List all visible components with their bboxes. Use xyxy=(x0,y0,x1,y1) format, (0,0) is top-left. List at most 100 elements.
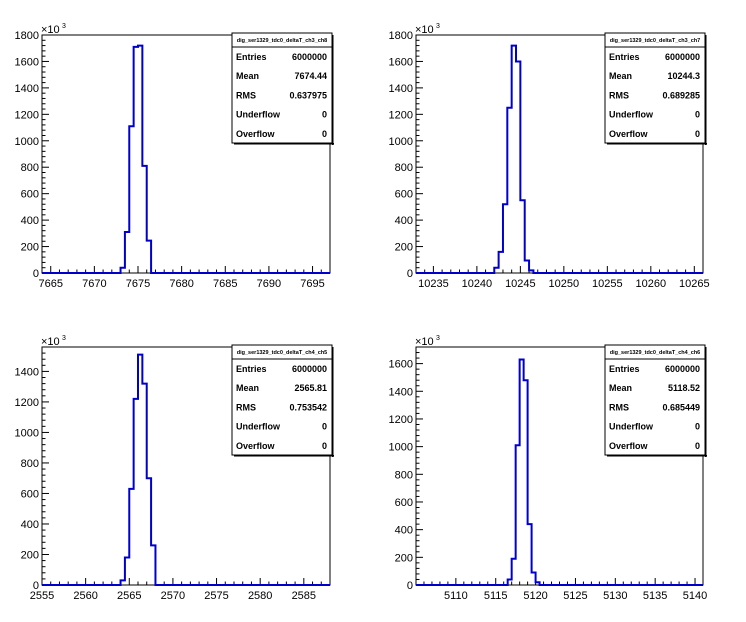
y-tick-label: 400 xyxy=(395,525,413,537)
y-tick-label: 200 xyxy=(395,242,413,254)
x-tick-label: 10260 xyxy=(636,278,667,290)
y-tick-label: 1000 xyxy=(389,136,413,148)
stats-label: RMS xyxy=(236,90,256,100)
x-tick-label: 10255 xyxy=(592,278,623,290)
x-tick-label: 5120 xyxy=(523,590,547,602)
y-tick-label: 800 xyxy=(21,458,39,470)
histogram-bin xyxy=(134,399,138,585)
histogram-bin xyxy=(512,46,516,273)
histogram-bin xyxy=(147,478,151,585)
y-tick-label: 1200 xyxy=(15,109,39,121)
histogram-bin xyxy=(125,232,129,273)
y-tick-label: 0 xyxy=(407,268,413,280)
stats-value: 0.637975 xyxy=(289,90,327,100)
histogram-panel-1: 7665 7670 7675 7680 7685 7690 7695 0 200 400 600 80… xyxy=(15,23,334,290)
histogram-bin xyxy=(528,524,532,585)
stats-box-shadow xyxy=(332,347,334,457)
histogram-bin xyxy=(508,579,512,585)
x-tick-label: 5110 xyxy=(444,590,468,602)
stats-value: 0 xyxy=(695,110,700,120)
x-tick-label: 10245 xyxy=(505,278,536,290)
x-tick-label: 7695 xyxy=(300,278,324,290)
histogram-bin xyxy=(494,268,498,273)
y-tick-label: 0 xyxy=(407,580,413,592)
x-tick-label: 2570 xyxy=(161,590,185,602)
stats-title: dig_ser1329_tdc0_deltaT_ch3_ch7 xyxy=(610,38,701,44)
histogram-bin xyxy=(125,558,129,585)
histogram-bin xyxy=(516,61,520,273)
stats-title: dig_ser1329_tdc0_deltaT_ch4_ch6 xyxy=(610,350,701,356)
stats-label: Underflow xyxy=(236,110,281,120)
histogram-bin xyxy=(524,380,528,585)
stats-label: Overflow xyxy=(609,441,649,451)
histogram-bin xyxy=(516,445,520,585)
stats-label: Overflow xyxy=(609,129,649,139)
histogram-bin xyxy=(525,260,529,273)
stats-value: 7674.44 xyxy=(294,71,327,81)
y-tick-label: 1200 xyxy=(389,414,413,426)
x-tick-label: 5125 xyxy=(563,590,587,602)
stats-box xyxy=(604,344,706,456)
histogram-bin xyxy=(499,252,503,273)
x-tick-label: 7670 xyxy=(82,278,106,290)
x-tick-label: 2580 xyxy=(248,590,272,602)
histogram-bin xyxy=(529,270,533,273)
stats-value: 6000000 xyxy=(665,52,700,62)
y-tick-label: 1800 xyxy=(389,30,413,42)
stats-box-shadow xyxy=(234,455,334,457)
x-tick-label: 2555 xyxy=(30,590,54,602)
histogram-bin xyxy=(520,359,524,585)
x-tick-label: 5130 xyxy=(603,590,627,602)
y-tick-label: 1400 xyxy=(389,83,413,95)
stats-box-shadow xyxy=(234,143,334,145)
stats-value: 0 xyxy=(322,110,327,120)
y-tick-label: 1000 xyxy=(15,427,39,439)
stats-box-shadow xyxy=(607,143,707,145)
x-tick-label: 5115 xyxy=(484,590,508,602)
y-tick-label: 1800 xyxy=(15,30,39,42)
y-tick-label: 1400 xyxy=(389,386,413,398)
stats-label: RMS xyxy=(609,90,629,100)
stats-value: 0 xyxy=(322,422,327,432)
y-tick-label: 1600 xyxy=(389,359,413,371)
stats-box-shadow xyxy=(607,455,707,457)
stats-title: dig_ser1329_tdc0_deltaT_ch4_ch5 xyxy=(237,350,328,356)
histogram-outline xyxy=(42,353,330,586)
stats-value: 0.689285 xyxy=(662,90,700,100)
y-multiplier-exponent: 3 xyxy=(62,23,66,30)
stats-value: 0 xyxy=(695,129,700,139)
stats-title: dig_ser1329_tdc0_deltaT_ch3_ch8 xyxy=(237,38,328,44)
y-tick-label: 0 xyxy=(33,580,39,592)
y-multiplier-label: ×10 xyxy=(41,24,60,36)
stats-value: 10244.3 xyxy=(667,71,700,81)
histogram-bin xyxy=(151,545,155,585)
y-tick-label: 1000 xyxy=(15,136,39,148)
histogram-bin xyxy=(503,204,507,273)
histogram-bin xyxy=(129,489,133,585)
y-multiplier-label: ×10 xyxy=(415,24,434,36)
histogram-panel-3: 2555 2560 2565 2570 2575 2580 2585 0 200 400 600 80… xyxy=(15,335,334,602)
histogram-bin xyxy=(138,46,142,273)
stats-box xyxy=(231,344,333,456)
histogram-bin xyxy=(134,47,138,273)
y-tick-label: 1400 xyxy=(15,366,39,378)
x-tick-label: 5135 xyxy=(643,590,667,602)
x-tick-label: 7665 xyxy=(38,278,62,290)
stats-label: Mean xyxy=(236,71,259,81)
stats-value: 0 xyxy=(695,441,700,451)
x-tick-label: 2585 xyxy=(292,590,316,602)
x-tick-label: 7680 xyxy=(169,278,193,290)
histogram-bin xyxy=(507,108,511,273)
x-tick-label: 7675 xyxy=(126,278,150,290)
histogram-bin xyxy=(121,580,125,585)
stats-value: 0 xyxy=(322,441,327,451)
y-tick-label: 1600 xyxy=(15,56,39,68)
histogram-panel-2: 10235 10240 10245 10250 10255 10260 10265 0 200 4… xyxy=(389,23,710,290)
x-tick-label: 2575 xyxy=(204,590,228,602)
y-tick-label: 200 xyxy=(21,242,39,254)
stats-label: Underflow xyxy=(609,110,654,120)
histogram-outline xyxy=(416,44,703,274)
x-tick-label: 7685 xyxy=(213,278,237,290)
y-tick-label: 600 xyxy=(21,488,39,500)
